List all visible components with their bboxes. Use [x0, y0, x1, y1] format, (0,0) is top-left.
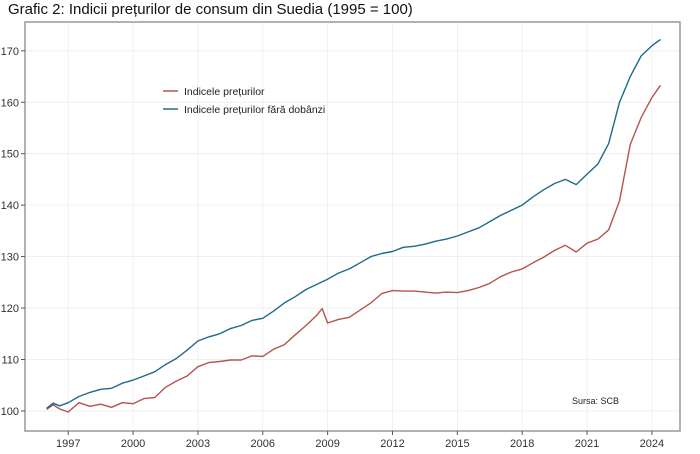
- series-lines: [46, 38, 662, 413]
- gridlines: [25, 22, 680, 431]
- y-tick-label: 140: [1, 200, 19, 212]
- series-line-2: [46, 38, 661, 409]
- x-tick-label: 2006: [251, 438, 275, 450]
- chart-title: Grafic 2: Indicii prețurilor de consum d…: [8, 1, 413, 18]
- x-tick-label: 2015: [445, 438, 469, 450]
- y-tick-label: 100: [1, 406, 19, 418]
- legend-label: Indicele prețurilor: [184, 86, 265, 98]
- x-tick-label: 2018: [510, 438, 534, 450]
- source-annotation: Sursa: SCB: [572, 396, 619, 406]
- x-tick-label: 2024: [640, 438, 664, 450]
- x-tick-label: 2012: [380, 438, 404, 450]
- x-tick-label: 2021: [575, 438, 599, 450]
- x-tick-label: 1997: [56, 438, 80, 450]
- legend: Indicele prețurilor Indicele prețurilor f…: [163, 86, 325, 116]
- y-tick-label: 110: [1, 354, 19, 366]
- y-tick-label: 150: [1, 149, 19, 161]
- axes: 1997 2000 2003 2006 2009 2012 2015 2018 2021 2024…: [1, 46, 664, 450]
- y-tick-label: 170: [1, 46, 19, 58]
- y-tick-label: 160: [1, 97, 19, 109]
- legend-label: Indicele prețurilor fără dobânzi: [184, 104, 325, 116]
- series-line-1: [46, 84, 662, 413]
- y-tick-label: 130: [1, 252, 19, 264]
- plot-frame: [24, 21, 681, 432]
- y-tick-label: 120: [1, 303, 19, 315]
- x-tick-label: 2009: [315, 438, 339, 450]
- x-tick-label: 2003: [186, 438, 210, 450]
- x-tick-label: 2000: [121, 438, 145, 450]
